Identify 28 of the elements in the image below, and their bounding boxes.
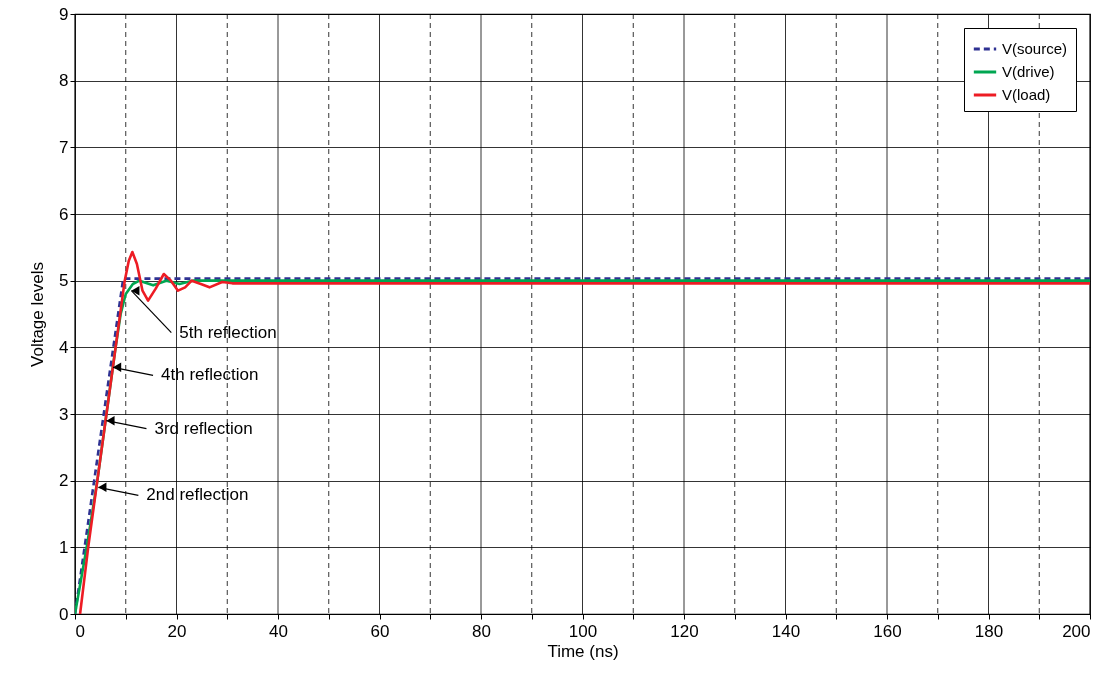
x-tick-label: 100	[568, 621, 598, 641]
legend-label: V(source)	[1002, 40, 1068, 57]
x-tick-label: 180	[974, 621, 1004, 641]
x-tick-label: 80	[472, 621, 491, 641]
x-axis-title: Time (ns)	[547, 641, 619, 661]
annotation: 2nd reflection	[146, 485, 249, 505]
x-tick-label: 20	[167, 621, 187, 641]
x-tick-label: 60	[370, 621, 390, 641]
y-tick-label: 4	[59, 337, 69, 357]
y-axis-title: Voltage levels	[28, 262, 48, 367]
y-tick-label: 9	[59, 4, 69, 24]
legend-label: V(load)	[1002, 86, 1051, 103]
x-tick-label: 40	[269, 621, 288, 641]
y-tick-label: 6	[59, 204, 69, 224]
x-tick-label: 140	[771, 621, 801, 641]
y-tick-label: 7	[59, 137, 69, 157]
y-tick-label: 1	[59, 537, 69, 557]
y-tick-label: 2	[59, 471, 69, 491]
annotation: 5th reflection	[179, 322, 277, 342]
y-tick-label: 5	[59, 271, 69, 291]
x-tick-label: 160	[873, 621, 902, 641]
y-tick-label: 3	[59, 404, 69, 424]
x-tick-label: 200	[1062, 621, 1091, 641]
y-tick-label: 8	[59, 71, 69, 91]
x-tick-label: 120	[670, 621, 699, 641]
x-tick-label: 0	[75, 621, 85, 641]
legend-label: V(drive)	[1002, 63, 1055, 80]
y-tick-label: 0	[59, 604, 69, 624]
